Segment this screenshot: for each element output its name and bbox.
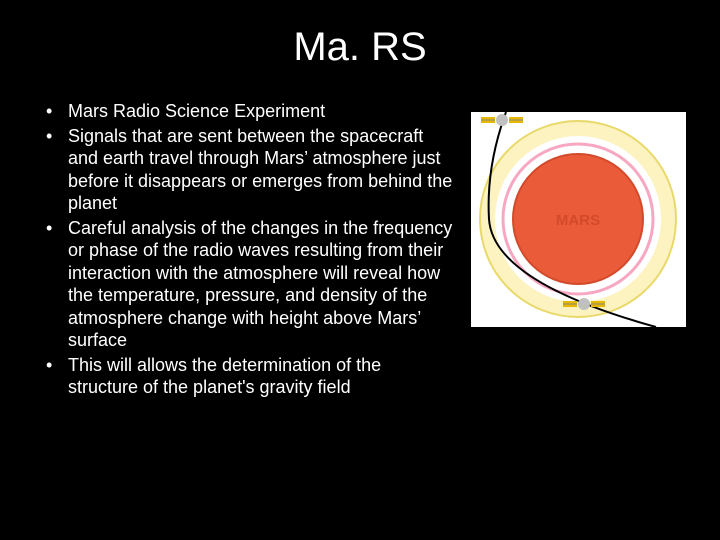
satellite-top-icon bbox=[481, 114, 523, 126]
bullet-item: This will allows the determination of th… bbox=[40, 354, 453, 399]
slide-title: Ma. RS bbox=[40, 25, 680, 70]
bullet-item: Careful analysis of the changes in the f… bbox=[40, 217, 453, 352]
mars-label: MARS bbox=[556, 212, 600, 229]
mars-diagram-svg: MARS bbox=[471, 112, 686, 327]
mars-diagram: MARS bbox=[471, 112, 686, 327]
slide-content: Mars Radio Science Experiment Signals th… bbox=[40, 100, 680, 401]
bullet-item: Signals that are sent between the spacec… bbox=[40, 125, 453, 215]
bullet-list: Mars Radio Science Experiment Signals th… bbox=[40, 100, 453, 401]
bullet-item: Mars Radio Science Experiment bbox=[40, 100, 453, 123]
slide: Ma. RS Mars Radio Science Experiment Sig… bbox=[0, 0, 720, 540]
